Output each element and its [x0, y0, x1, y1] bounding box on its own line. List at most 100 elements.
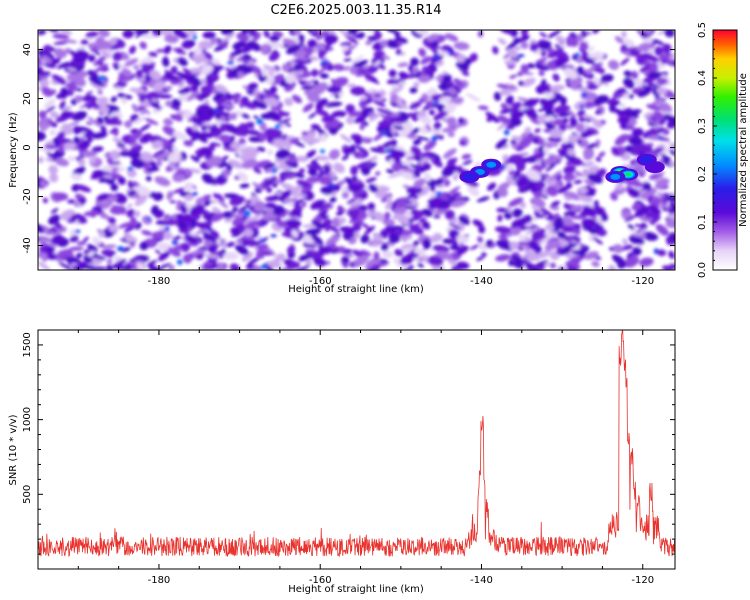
- heatmap-cell: [594, 77, 601, 86]
- heatmap-cell: [125, 119, 133, 129]
- heatmap-cell: [63, 39, 78, 44]
- heatmap-cell: [446, 116, 457, 127]
- heatmap-cell: [408, 64, 414, 72]
- heatmap-cell: [631, 128, 644, 137]
- heatmap-cell: [97, 40, 113, 50]
- heatmap-cell: [646, 82, 657, 87]
- heatmap-cell: [349, 64, 360, 75]
- heatmap-cell: [320, 60, 329, 65]
- heatmap-cell: [69, 238, 79, 243]
- heatmap-cell: [160, 30, 174, 36]
- heatmap-cell: [135, 30, 150, 38]
- heatmap-cell: [54, 221, 63, 230]
- heatmap-cell: [412, 66, 419, 75]
- heatmap-cell: [543, 159, 551, 167]
- heatmap-cell: [118, 221, 134, 229]
- colorbar: 0.0 0.1 0.2 0.3 0.4 0.5 Normalized spectral a…: [697, 22, 749, 278]
- heatmap-cell: [203, 233, 217, 243]
- heatmap-cell: [628, 94, 634, 99]
- heatmap-cell: [529, 42, 539, 52]
- heatmap-cell: [492, 46, 499, 55]
- heatmap-cell: [531, 204, 544, 215]
- heatmap-cell: [219, 174, 225, 178]
- heatmap-cell: [38, 156, 44, 164]
- heatmap-cell: [38, 131, 46, 142]
- heatmap-cell: [296, 179, 311, 188]
- heatmap-cell: [441, 127, 457, 133]
- heatmap-cell: [593, 67, 605, 73]
- heatmap-cell: [106, 157, 114, 166]
- heatmap-cell: [547, 136, 564, 143]
- heatmap-cell: [215, 42, 228, 47]
- heatmap-cell: [87, 54, 96, 63]
- heatmap-cell: [636, 144, 653, 153]
- heatmap-cell: [390, 149, 406, 158]
- heatmap-cell: [297, 34, 305, 44]
- heatmap-cell: [200, 148, 213, 157]
- heatmap-cell: [457, 61, 469, 72]
- heatmap-cell: [244, 239, 260, 247]
- heatmap-cell: [195, 197, 205, 206]
- colorbar-tick-label: 0.4: [697, 70, 708, 86]
- heatmap-cell: [423, 221, 429, 227]
- heatmap-cell: [181, 39, 196, 49]
- heatmap-cell: [511, 218, 527, 228]
- heatmap-cell: [497, 234, 508, 241]
- heatmap-cell: [269, 35, 280, 43]
- heatmap-cell: [220, 115, 226, 122]
- heatmap-cell: [98, 177, 111, 183]
- heatmap-cell: [338, 217, 346, 225]
- heatmap-cell: [294, 172, 305, 179]
- heatmap-cell: [291, 229, 299, 238]
- heatmap-cell: [345, 104, 355, 113]
- heatmap-cell: [228, 112, 238, 121]
- heatmap-cell: [93, 63, 109, 73]
- heatmap-cell: [496, 239, 511, 250]
- heatmap-cell: [38, 71, 51, 77]
- heatmap-cell: [540, 208, 553, 217]
- heatmap-cell: [563, 165, 576, 174]
- heatmap-cell: [361, 223, 370, 230]
- heatmap-cell: [538, 70, 545, 77]
- heatmap-cell: [623, 70, 633, 78]
- heatmap-cell: [319, 149, 326, 154]
- heatmap-cell: [526, 107, 536, 118]
- heatmap-cell: [379, 231, 389, 236]
- heatmap-cell: [320, 186, 334, 195]
- heatmap-cell: [248, 136, 261, 143]
- y-tick-label: 20: [22, 92, 33, 105]
- heatmap-cell: [579, 104, 585, 109]
- heatmap-cell: [393, 225, 405, 231]
- heatmap-cell: [418, 109, 427, 118]
- heatmap-cell: [433, 214, 441, 219]
- heatmap-cell: [433, 154, 441, 162]
- heatmap-cell: [241, 30, 249, 35]
- heatmap-cell: [420, 255, 430, 261]
- heatmap-cell: [134, 195, 148, 207]
- heatmap-cell: [83, 132, 92, 140]
- heatmap-cell: [73, 169, 85, 174]
- heatmap-cell: [437, 73, 443, 84]
- heatmap-cell: [163, 221, 180, 226]
- heatmap-cell: [544, 115, 554, 121]
- heatmap-cell: [359, 103, 367, 110]
- heatmap-cell: [325, 235, 340, 246]
- heatmap-cell: [630, 70, 639, 80]
- heatmap-cell: [346, 196, 359, 204]
- heatmap-cell: [656, 77, 668, 86]
- heatmap-cell: [340, 133, 352, 143]
- heatmap-cell: [61, 110, 71, 119]
- heatmap-cell: [67, 83, 77, 92]
- heatmap-cell: [69, 121, 80, 126]
- heatmap-cell: [578, 116, 586, 123]
- heatmap-cell: [582, 72, 588, 77]
- heatmap-cell: [38, 110, 47, 119]
- heatmap-cell: [437, 201, 453, 211]
- heatmap-cell: [253, 201, 266, 211]
- heatmap-cell: [227, 61, 235, 65]
- heatmap-cell: [570, 204, 583, 212]
- heatmap-cell: [640, 192, 650, 199]
- heatmap-cell: [288, 137, 300, 145]
- heatmap-cell: [389, 86, 404, 96]
- heatmap-cell: [267, 149, 274, 156]
